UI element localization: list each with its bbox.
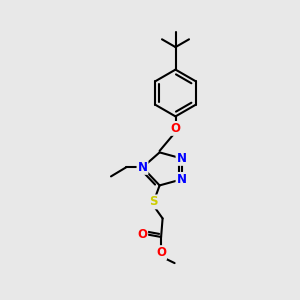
Text: O: O	[170, 122, 181, 135]
Text: N: N	[137, 161, 148, 174]
Text: S: S	[149, 195, 158, 208]
Text: O: O	[156, 246, 166, 259]
Text: O: O	[137, 227, 147, 241]
Text: N: N	[176, 173, 187, 186]
Text: N: N	[176, 152, 187, 165]
